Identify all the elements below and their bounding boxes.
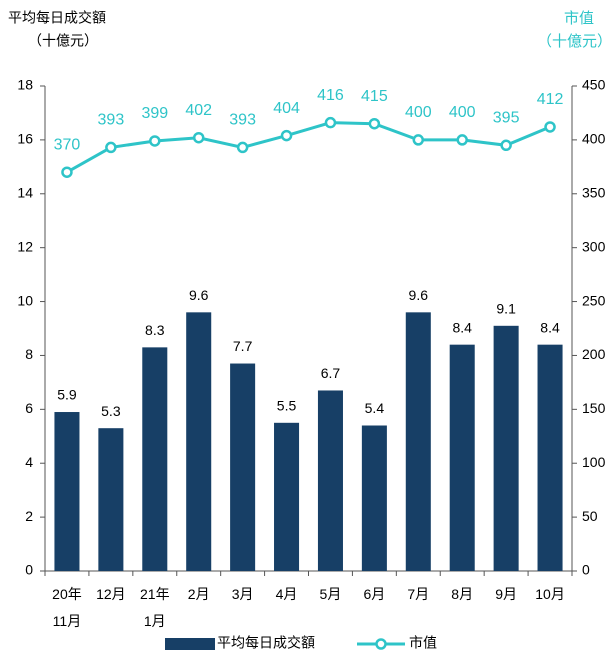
- x-tick-label: 21年 1月: [140, 586, 170, 629]
- bar: [274, 422, 300, 571]
- line-point: [280, 129, 293, 142]
- x-tick-label: 3月: [232, 586, 254, 602]
- bar: [493, 325, 519, 571]
- line-label: 412: [537, 91, 564, 108]
- bar-label: 9.6: [409, 287, 429, 303]
- legend-label: 市值: [409, 635, 437, 651]
- line-label: 395: [493, 109, 520, 126]
- line-label: 404: [273, 100, 300, 117]
- line-point: [544, 121, 556, 133]
- y2-tick-label: 200: [582, 346, 606, 362]
- y2-tick-label: 150: [582, 400, 606, 416]
- line-label: 400: [449, 104, 476, 121]
- bar-label: 9.1: [496, 301, 516, 317]
- legend-label: 平均每日成交額: [217, 635, 315, 651]
- x-tick-label: 5月: [320, 586, 342, 602]
- bar: [54, 412, 80, 571]
- y-tick-label: 16: [17, 131, 33, 147]
- line-label: 370: [54, 136, 81, 153]
- y-tick-label: 8: [25, 346, 33, 362]
- y-tick-label: 18: [17, 77, 33, 93]
- bar-label: 8.3: [145, 322, 165, 338]
- line: [66, 121, 551, 174]
- line-point: [61, 166, 73, 178]
- y2-tick-label: 0: [582, 562, 590, 578]
- y2-tick-label: 100: [582, 454, 606, 470]
- bar: [142, 347, 168, 571]
- bar: [405, 312, 431, 571]
- line-point: [149, 135, 161, 147]
- bar: [537, 344, 563, 571]
- bar: [98, 428, 124, 571]
- bar-label: 7.7: [233, 338, 253, 354]
- bar-label: 8.4: [540, 319, 560, 335]
- bar: [230, 363, 256, 571]
- line-label: 393: [98, 112, 125, 129]
- y-axis-title: 平均每日成交額: [8, 10, 106, 26]
- y-axis-title: （十億元）: [28, 33, 98, 49]
- y2-tick-label: 350: [582, 184, 606, 200]
- x-tick-label: 10月: [535, 586, 565, 602]
- line-label: 416: [317, 87, 344, 104]
- y-tick-label: 12: [17, 238, 33, 254]
- y2-tick-label: 450: [582, 77, 606, 93]
- legend-swatch: [165, 638, 215, 650]
- bar-label: 5.5: [277, 398, 297, 414]
- line-point: [192, 131, 205, 144]
- x-tick-label: 6月: [363, 586, 385, 602]
- bar: [317, 390, 343, 571]
- x-tick-label: 20年 11月: [52, 586, 82, 629]
- bar-label: 5.3: [101, 403, 121, 419]
- y2-tick-label: 50: [582, 508, 598, 524]
- y-tick-label: 0: [25, 562, 33, 578]
- line-point: [368, 117, 381, 130]
- line-point: [456, 134, 468, 146]
- y-tick-label: 14: [17, 184, 33, 200]
- bar-label: 5.9: [57, 387, 77, 403]
- y2-tick-label: 250: [582, 292, 606, 308]
- line-label: 415: [361, 88, 388, 105]
- y2-axis-title: （十億元）: [537, 33, 612, 50]
- y2-tick-label: 300: [582, 238, 606, 254]
- x-tick-label: 2月: [188, 586, 210, 602]
- bar: [361, 425, 387, 571]
- legend-marker: [375, 638, 387, 650]
- line-point: [236, 141, 249, 154]
- x-tick-label: 8月: [451, 586, 473, 602]
- x-tick-label: 7月: [407, 586, 429, 602]
- y2-axis-title: 市值: [564, 10, 594, 27]
- bar-label: 8.4: [452, 319, 472, 335]
- line-point: [105, 141, 117, 154]
- line-label: 399: [141, 105, 168, 122]
- bar-label: 6.7: [321, 365, 341, 381]
- line-label: 400: [405, 104, 432, 121]
- x-tick-label: 4月: [276, 586, 298, 602]
- bar: [186, 312, 212, 571]
- y-tick-label: 4: [25, 454, 33, 470]
- line-point: [500, 139, 512, 152]
- y-tick-label: 6: [25, 400, 33, 416]
- line-label: 393: [229, 112, 256, 129]
- line-point: [324, 116, 337, 129]
- line-label: 402: [185, 102, 212, 119]
- bar-label: 5.4: [365, 400, 385, 416]
- y2-tick-label: 400: [582, 131, 606, 147]
- x-tick-label: 12月: [96, 586, 126, 602]
- line-point: [412, 134, 425, 146]
- bar-label: 9.6: [189, 287, 209, 303]
- y-tick-label: 2: [25, 508, 33, 524]
- bar: [449, 344, 475, 571]
- x-tick-label: 9月: [495, 586, 517, 602]
- y-tick-label: 10: [17, 292, 33, 308]
